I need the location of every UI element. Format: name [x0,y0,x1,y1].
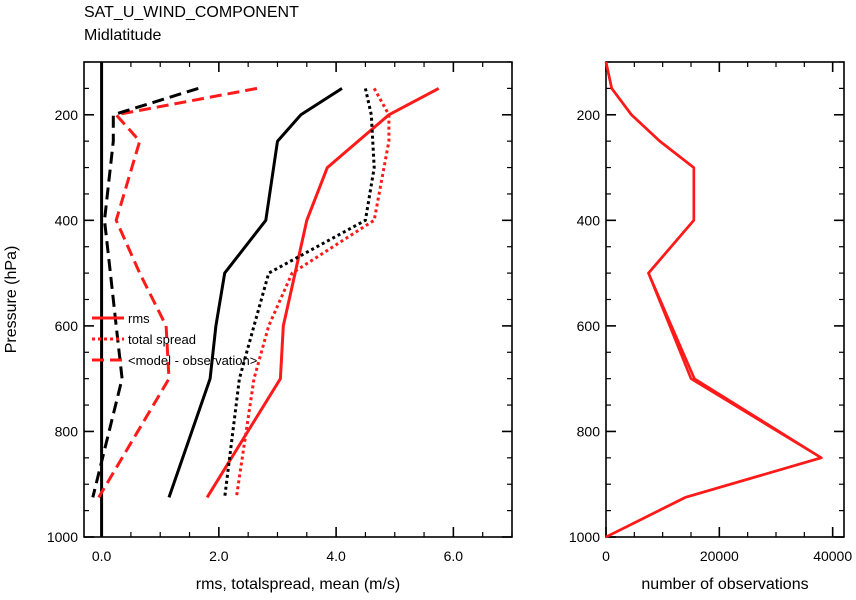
legend-label: <model - observation> [128,353,257,368]
x-tick-label: 2.0 [209,548,229,564]
x-tick-label: 20000 [700,548,739,564]
series-line-red-solid [604,61,823,539]
chart-title: SAT_U_WIND_COMPONENT [84,4,299,21]
x-axis-label: rms, totalspread, mean (m/s) [196,576,401,593]
x-tick-label: 0 [602,548,610,564]
chart-subtitle: Midlatitude [84,27,161,44]
legend-label: total spread [128,332,196,347]
y-tick-label: 600 [55,318,79,334]
left-plot: 200 400 600 800 1000 0.0 2.0 4.0 6.0 rms, totalsp… [3,61,513,593]
x-axis-label: number of observations [641,576,808,593]
x-tick-label: 6.0 [444,548,464,564]
y-tick-label: 600 [577,318,601,334]
legend-label: rms [128,311,150,326]
y-tick-label: 1000 [47,529,78,545]
y-tick-label: 400 [577,212,601,228]
x-tick-label: 40000 [813,548,852,564]
series-line-red-dashed [97,86,258,499]
y-tick-label: 200 [55,107,79,123]
series-line-black-dashed [91,86,199,498]
y-tick-label: 800 [577,423,601,439]
series-line-black-dotted [223,88,376,498]
y-tick-label: 800 [55,423,79,439]
series-line-black-solid [167,87,343,498]
plot-frame [83,61,513,538]
y-axis-label: Pressure (hPa) [3,246,20,354]
x-tick-label: 4.0 [326,548,346,564]
y-tick-label: 400 [55,212,79,228]
plot-frame [605,61,845,538]
x-tick-label: 0.0 [92,548,112,564]
series-line-red-solid [205,87,440,499]
series-line-red-dotted [234,87,391,498]
y-tick-label: 200 [577,107,601,123]
series-line-red-solid [604,61,823,539]
y-tick-label: 1000 [569,529,600,545]
